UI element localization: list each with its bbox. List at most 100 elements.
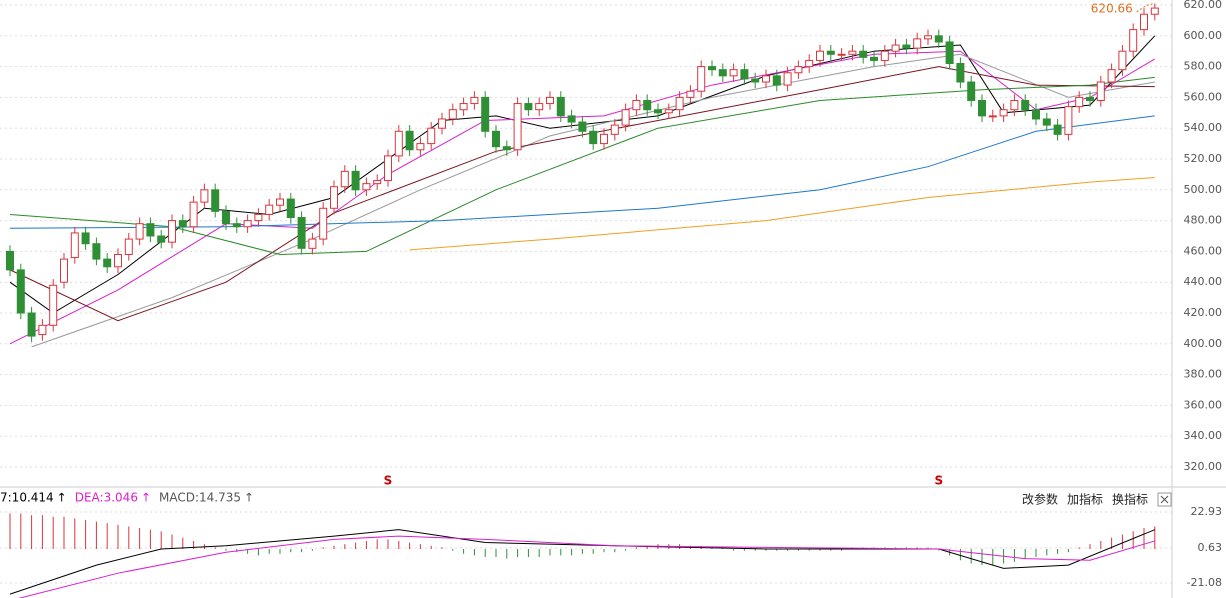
candle-body xyxy=(1140,13,1148,31)
candle-body xyxy=(427,127,436,145)
max-price-arrow xyxy=(1136,3,1153,13)
y-tick-label: 560.00 xyxy=(1184,90,1223,103)
indicator-value: MACD:14.735 xyxy=(159,491,241,505)
indicator-value: DEA:3.046 xyxy=(75,491,138,505)
toolbar-button[interactable]: 改参数 xyxy=(1022,492,1058,507)
candle-body xyxy=(168,220,176,243)
candle-body xyxy=(697,66,706,92)
signal-marker: S xyxy=(384,474,393,488)
candle-body xyxy=(6,250,14,271)
y-tick-label: 0.63 xyxy=(1198,541,1223,554)
y-tick-label: 360.00 xyxy=(1184,398,1223,411)
candle-body xyxy=(610,124,619,135)
candle-body xyxy=(394,130,403,157)
indicator-arrow: ↑ xyxy=(141,491,151,505)
candle-body xyxy=(114,253,122,268)
candle-body xyxy=(308,238,317,249)
candle-body xyxy=(632,99,641,111)
y-tick-label: 600.00 xyxy=(1184,29,1223,42)
candle-body xyxy=(891,44,900,52)
candle-body xyxy=(1150,7,1159,15)
y-tick-label: 440.00 xyxy=(1184,275,1223,288)
macd-line xyxy=(9,529,1155,595)
candle-body xyxy=(459,103,468,111)
candle-body xyxy=(708,66,716,71)
y-tick-label: 420.00 xyxy=(1184,306,1223,319)
candle-body xyxy=(913,38,922,49)
candle-body xyxy=(1010,99,1019,111)
candle-body xyxy=(1096,81,1105,101)
candle-body xyxy=(945,41,954,65)
moving-average xyxy=(9,66,1155,322)
candle-body xyxy=(589,130,598,145)
y-tick-label: -21.08 xyxy=(1187,576,1222,589)
candle-body xyxy=(135,223,144,240)
candle-body xyxy=(340,170,349,188)
signal-marker: S xyxy=(934,474,943,488)
candle-body xyxy=(870,56,878,61)
candle-body xyxy=(783,72,792,86)
candle-body xyxy=(438,118,446,129)
y-tick-label: 22.93 xyxy=(1191,505,1223,518)
candle-body xyxy=(988,115,997,118)
moving-average xyxy=(9,35,1156,314)
candle-body xyxy=(513,103,522,151)
candle-body xyxy=(805,59,814,68)
candle-body xyxy=(481,96,490,132)
moving-average xyxy=(409,176,1155,251)
candle-body xyxy=(664,109,673,114)
candle-body xyxy=(373,180,382,185)
candle-body xyxy=(405,130,414,151)
candle-body xyxy=(38,324,47,336)
toolbar-button[interactable]: 换指标 xyxy=(1112,492,1148,507)
y-tick-label: 340.00 xyxy=(1184,429,1223,442)
candle-body xyxy=(934,35,943,43)
y-tick-label: 380.00 xyxy=(1184,368,1223,381)
candle-body xyxy=(1053,124,1062,135)
candle-body xyxy=(675,96,684,111)
moving-average xyxy=(9,76,1155,255)
candle-body xyxy=(232,223,241,228)
candle-body xyxy=(211,189,220,212)
candle-body xyxy=(103,258,112,268)
candle-body xyxy=(189,201,198,228)
candle-body xyxy=(362,183,371,191)
candle-body xyxy=(60,258,68,283)
candle-body xyxy=(330,186,338,209)
moving-average xyxy=(9,50,1156,345)
candle-body xyxy=(578,121,587,132)
candle-body xyxy=(319,207,328,240)
candle-body xyxy=(276,198,284,206)
candle-body xyxy=(265,204,274,215)
candle-body xyxy=(999,109,1008,117)
candle-body xyxy=(772,75,781,86)
candle-body xyxy=(837,53,846,56)
candle-body xyxy=(1118,50,1127,71)
candle-body xyxy=(956,63,965,83)
candle-body xyxy=(16,269,25,314)
close-button[interactable] xyxy=(1157,492,1172,507)
candle-body xyxy=(254,213,263,222)
candle-body xyxy=(492,130,500,148)
toolbar-button[interactable]: 加指标 xyxy=(1067,492,1103,507)
candle-body xyxy=(448,109,457,120)
candle-body xyxy=(1032,109,1040,120)
max-price-label: 620.66 xyxy=(1091,1,1133,15)
candle-body xyxy=(1075,96,1084,108)
candle-body xyxy=(49,284,58,326)
candle-body xyxy=(600,133,608,145)
candle-body xyxy=(1086,96,1094,101)
y-tick-label: 500.00 xyxy=(1184,183,1223,196)
candle-body xyxy=(967,81,976,101)
candle-body xyxy=(816,50,824,61)
candle-body xyxy=(762,75,770,83)
y-tick-label: 520.00 xyxy=(1184,152,1223,165)
indicator-arrow: ↑ xyxy=(57,491,67,505)
candle-body xyxy=(751,78,760,83)
candle-body xyxy=(654,109,662,114)
candle-body xyxy=(1107,69,1116,83)
candle-body xyxy=(146,223,155,237)
candle-body xyxy=(621,109,630,126)
y-tick-label: 480.00 xyxy=(1184,214,1223,227)
candle-body xyxy=(200,189,209,203)
